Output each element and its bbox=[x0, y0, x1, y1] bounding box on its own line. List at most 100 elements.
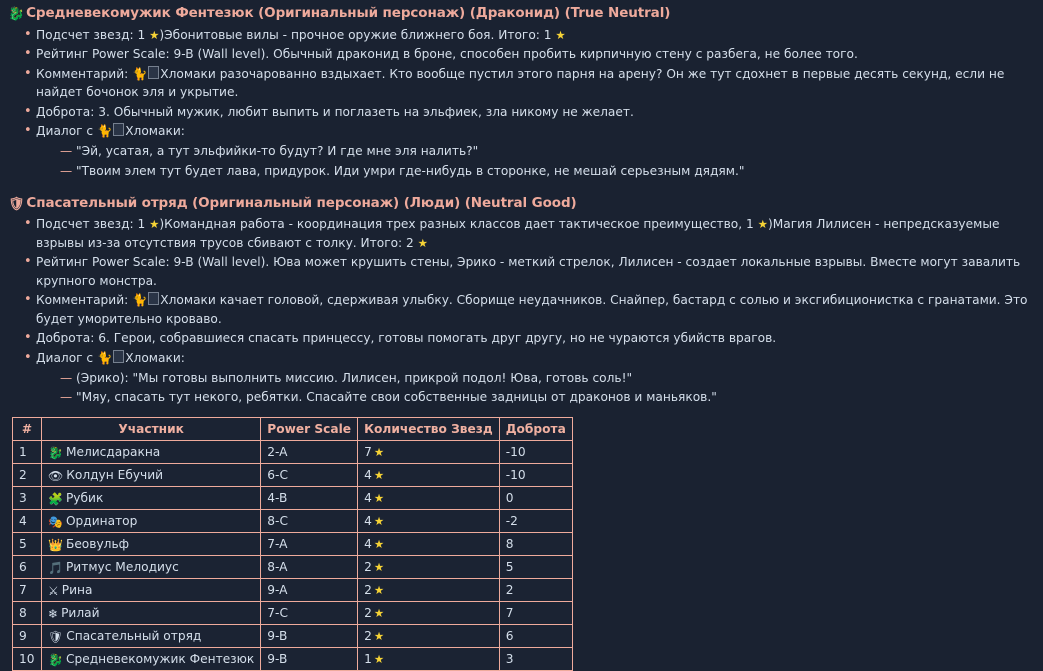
star-icon: ★ bbox=[757, 217, 768, 232]
missing-glyph-icon bbox=[148, 292, 160, 306]
cell-rank: 10 bbox=[12, 647, 42, 671]
star-icon: ★ bbox=[373, 537, 385, 552]
entry-fact-list: Подсчет звезд: 1 ★)Командная работа - ко… bbox=[6, 214, 1037, 407]
star-icon: ★ bbox=[373, 445, 385, 460]
participant-name: Ритмус Мелодиус bbox=[65, 559, 179, 574]
dialogue-line: "Твоим элем тут будет лава, придурок. Ид… bbox=[60, 162, 1037, 181]
text-run: Диалог с bbox=[36, 351, 98, 366]
section-spacer bbox=[6, 182, 1037, 194]
column-header-power-scale[interactable]: Power Scale bbox=[260, 417, 359, 442]
cell-power-scale: 7-C bbox=[260, 601, 359, 626]
cell-kindness: 8 bbox=[498, 532, 573, 557]
cell-stars: 2 ★ bbox=[357, 601, 500, 626]
fact-item-kindness: Доброта: 3. Обычный мужик, любит выпить … bbox=[22, 102, 1037, 122]
table-row[interactable]: 10 🐉 Средневекомужик Фентезюк 9-B 1 ★ 3 bbox=[12, 647, 573, 671]
cell-rank: 3 bbox=[12, 486, 42, 511]
fact-item-star-count: Подсчет звезд: 1 ★)Эбонитовые вилы - про… bbox=[22, 25, 1037, 45]
star-count: 7 bbox=[364, 445, 372, 460]
missing-glyph-icon bbox=[148, 65, 160, 79]
column-header-rank[interactable]: # bbox=[12, 417, 42, 442]
text-run: )Магия Лилисен - непредсказуемые взрывы … bbox=[36, 217, 1000, 250]
column-header-kindness[interactable]: Доброта bbox=[498, 417, 573, 442]
table-row[interactable]: 9 🛡 Спасательный отряд 9-B 2 ★ 6 bbox=[12, 624, 573, 649]
crown-icon: 👑 bbox=[48, 537, 63, 552]
table-header-row: # Участник Power Scale Количество Звезд … bbox=[12, 417, 573, 442]
cell-power-scale: 8-C bbox=[260, 509, 359, 534]
cell-stars: 1 ★ bbox=[357, 647, 500, 671]
participant-name: Колдун Ебучий bbox=[66, 467, 164, 482]
table-row[interactable]: 4 🎭 Ординатор 8-C 4 ★ -2 bbox=[12, 509, 573, 534]
table-row[interactable]: 7 ⚔ Рина 9-A 2 ★ 2 bbox=[12, 578, 573, 603]
cell-power-scale: 8-A bbox=[260, 555, 359, 580]
cell-kindness: 3 bbox=[498, 647, 573, 671]
star-icon: ★ bbox=[373, 468, 385, 483]
shield-icon: 🛡 bbox=[48, 629, 64, 644]
dialogue-line: (Эрико): "Мы готовы выполнить миссию. Ли… bbox=[60, 369, 1037, 388]
table-row[interactable]: 6 🎵 Ритмус Мелодиус 8-A 2 ★ 5 bbox=[12, 555, 573, 580]
star-count: 2 bbox=[364, 606, 372, 621]
snowflake-icon: ❄ bbox=[48, 606, 59, 621]
participant-name: Ординатор bbox=[65, 513, 138, 528]
cell-participant: 🧩 Рубик bbox=[40, 486, 262, 511]
cell-participant: 👁 Колдун Ебучий bbox=[40, 463, 262, 488]
cell-kindness: 7 bbox=[498, 601, 573, 626]
cell-participant: ⚔ Рина bbox=[40, 578, 262, 603]
cell-participant: 🎵 Ритмус Мелодиус bbox=[40, 555, 262, 580]
table-row[interactable]: 3 🧩 Рубик 4-B 4 ★ 0 bbox=[12, 486, 573, 511]
text-run: Рейтинг Power Scale: 9-B (Wall level). Ю… bbox=[36, 255, 1021, 288]
cell-kindness: 2 bbox=[498, 578, 573, 603]
table-row[interactable]: 5 👑 Беовульф 7-A 4 ★ 8 bbox=[12, 532, 573, 557]
cell-rank: 6 bbox=[12, 555, 42, 580]
theater-masks-icon: 🎭 bbox=[48, 514, 63, 529]
star-icon: ★ bbox=[373, 606, 385, 621]
cat-icon: 🐈 bbox=[132, 293, 148, 308]
cell-power-scale: 9-A bbox=[260, 578, 359, 603]
cell-power-scale: 7-A bbox=[260, 532, 359, 557]
text-run: Рейтинг Power Scale: 9-B (Wall level). О… bbox=[36, 47, 858, 62]
participant-name: Рилай bbox=[61, 605, 100, 620]
cell-kindness: 0 bbox=[498, 486, 573, 511]
star-count: 2 bbox=[364, 629, 372, 644]
star-count: 2 bbox=[364, 560, 372, 575]
table-row[interactable]: 1 🐉 Мелисдаракна 2-A 7 ★ -10 bbox=[12, 440, 573, 465]
participant-name: Рина bbox=[61, 582, 93, 597]
participant-name: Средневекомужик Фентезюк bbox=[65, 651, 255, 666]
cell-power-scale: 4-B bbox=[260, 486, 359, 511]
star-icon: ★ bbox=[149, 27, 160, 42]
text-run: Доброта: 6. Герои, собравшиеся спасать п… bbox=[36, 331, 777, 346]
text-run: Подсчет звезд: 1 bbox=[36, 217, 150, 232]
cell-participant: 🎭 Ординатор bbox=[40, 509, 262, 534]
star-icon: ★ bbox=[373, 560, 385, 575]
table-row[interactable]: 2 👁 Колдун Ебучий 6-C 4 ★ -10 bbox=[12, 463, 573, 488]
entries-container: 🐉 Средневекомужик Фентезюк (Оригинальный … bbox=[6, 4, 1037, 407]
table-row[interactable]: 8 ❄ Рилай 7-C 2 ★ 7 bbox=[12, 601, 573, 626]
text-run: )Эбонитовые вилы - прочное оружие ближне… bbox=[159, 27, 556, 42]
entry-heading: 🐉 Средневекомужик Фентезюк (Оригинальный … bbox=[8, 4, 1037, 24]
column-header-stars[interactable]: Количество Звезд bbox=[357, 417, 500, 442]
cat-icon: 🐈 bbox=[132, 66, 148, 81]
cell-stars: 2 ★ bbox=[357, 555, 500, 580]
missing-glyph-icon bbox=[113, 123, 125, 137]
cell-stars: 4 ★ bbox=[357, 463, 500, 488]
cat-icon: 🐈 bbox=[97, 351, 113, 366]
star-count: 4 bbox=[364, 468, 372, 483]
fact-item-dialogue-label: Диалог с 🐈 Хломаки: (Эрико): "Мы готовы вы… bbox=[22, 348, 1037, 407]
column-header-participant[interactable]: Участник bbox=[40, 417, 262, 442]
cell-stars: 2 ★ bbox=[357, 578, 500, 603]
cell-rank: 9 bbox=[12, 624, 42, 649]
dragon-icon: 🐉 bbox=[8, 7, 25, 22]
participant-name: Беовульф bbox=[65, 536, 130, 551]
cell-participant: 👑 Беовульф bbox=[40, 532, 262, 557]
cell-stars: 4 ★ bbox=[357, 486, 500, 511]
cat-icon: 🐈 bbox=[97, 124, 113, 139]
cell-kindness: 5 bbox=[498, 555, 573, 580]
star-icon: ★ bbox=[149, 217, 160, 232]
results-page: 🐉 Средневекомужик Фентезюк (Оригинальный … bbox=[0, 0, 1043, 639]
cell-rank: 5 bbox=[12, 532, 42, 557]
text-run: Хломаки: bbox=[125, 124, 185, 139]
fact-item-kindness: Доброта: 6. Герои, собравшиеся спасать п… bbox=[22, 328, 1037, 348]
star-icon: ★ bbox=[373, 652, 385, 667]
cell-rank: 7 bbox=[12, 578, 42, 603]
text-run: Хломаки разочарованно вздыхает. Кто вооб… bbox=[36, 66, 1005, 100]
text-run: Хломаки качает головой, сдерживая улыбку… bbox=[36, 293, 1028, 326]
